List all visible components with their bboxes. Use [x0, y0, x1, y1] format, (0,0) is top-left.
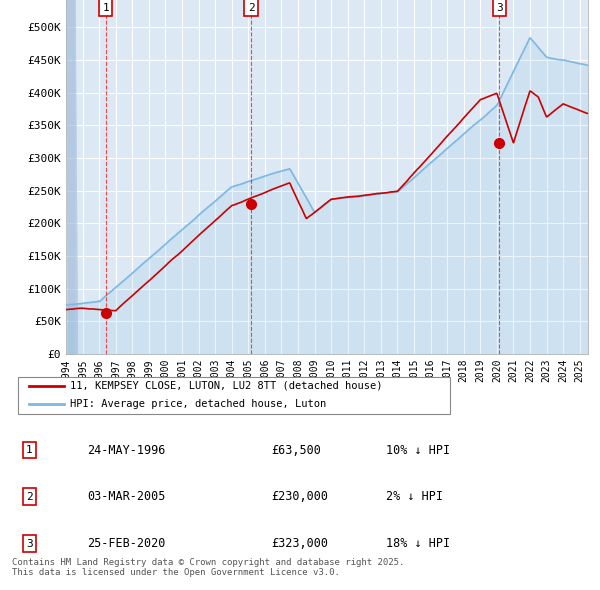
- Text: 2% ↓ HPI: 2% ↓ HPI: [386, 490, 443, 503]
- Text: 1: 1: [102, 3, 109, 13]
- Text: 1: 1: [26, 445, 32, 455]
- Text: 2: 2: [26, 492, 32, 502]
- Text: £230,000: £230,000: [271, 490, 328, 503]
- Text: 3: 3: [26, 539, 32, 549]
- Text: Contains HM Land Registry data © Crown copyright and database right 2025.
This d: Contains HM Land Registry data © Crown c…: [12, 558, 404, 577]
- Text: 03-MAR-2005: 03-MAR-2005: [87, 490, 165, 503]
- Text: £63,500: £63,500: [271, 444, 321, 457]
- Text: 2: 2: [248, 3, 254, 13]
- Text: 18% ↓ HPI: 18% ↓ HPI: [386, 537, 451, 550]
- Text: 25-FEB-2020: 25-FEB-2020: [87, 537, 165, 550]
- Text: 11, KEMPSEY CLOSE, LUTON, LU2 8TT (detached house): 11, KEMPSEY CLOSE, LUTON, LU2 8TT (detac…: [70, 381, 382, 391]
- Text: 24-MAY-1996: 24-MAY-1996: [87, 444, 165, 457]
- Text: £323,000: £323,000: [271, 537, 328, 550]
- FancyBboxPatch shape: [18, 377, 450, 414]
- Text: 10% ↓ HPI: 10% ↓ HPI: [386, 444, 451, 457]
- Text: 3: 3: [496, 3, 503, 13]
- Text: HPI: Average price, detached house, Luton: HPI: Average price, detached house, Luto…: [70, 399, 326, 409]
